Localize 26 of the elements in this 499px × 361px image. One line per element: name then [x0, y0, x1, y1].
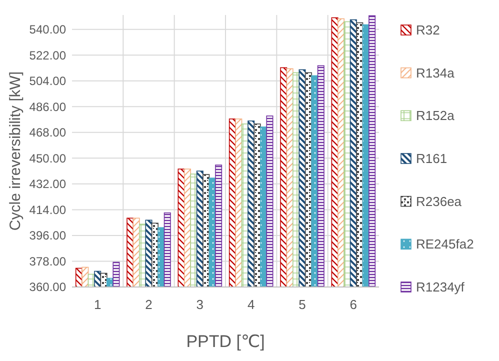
legend-label: R1234yf — [416, 280, 465, 295]
y-tick-label: 540.00 — [29, 22, 66, 37]
x-tick-label: 5 — [298, 297, 306, 312]
y-tick-label: 504.00 — [29, 74, 66, 88]
x-tick-label: 1 — [94, 297, 102, 312]
x-axis-title: PPTD [℃] — [186, 332, 265, 351]
y-tick-label: 468.00 — [29, 126, 66, 140]
legend-label: R32 — [416, 22, 440, 38]
legend-label: R236ea — [416, 194, 462, 209]
y-tick-label: 396.00 — [29, 228, 66, 243]
y-tick-label: 522.00 — [29, 48, 66, 62]
legend-label: R134a — [416, 65, 456, 80]
x-tick-label: 6 — [350, 297, 358, 312]
y-axis-title: Cycle irreversibility [kW] — [7, 71, 24, 231]
legend-label: R161 — [416, 151, 448, 166]
x-tick-label: 4 — [247, 297, 255, 312]
y-tick-label: 360.00 — [29, 280, 66, 294]
y-tick-label: 378.00 — [29, 254, 66, 268]
x-tick-label: 3 — [196, 297, 204, 312]
y-tick-label: 486.00 — [29, 100, 66, 114]
y-tick-label: 450.00 — [29, 151, 66, 166]
y-tick-label: 414.00 — [29, 202, 66, 217]
legend-label: R152a — [416, 108, 456, 124]
legend-label: RE245fa2 — [416, 236, 474, 252]
x-tick-label: 2 — [145, 297, 152, 312]
y-tick-label: 432.00 — [29, 177, 66, 192]
